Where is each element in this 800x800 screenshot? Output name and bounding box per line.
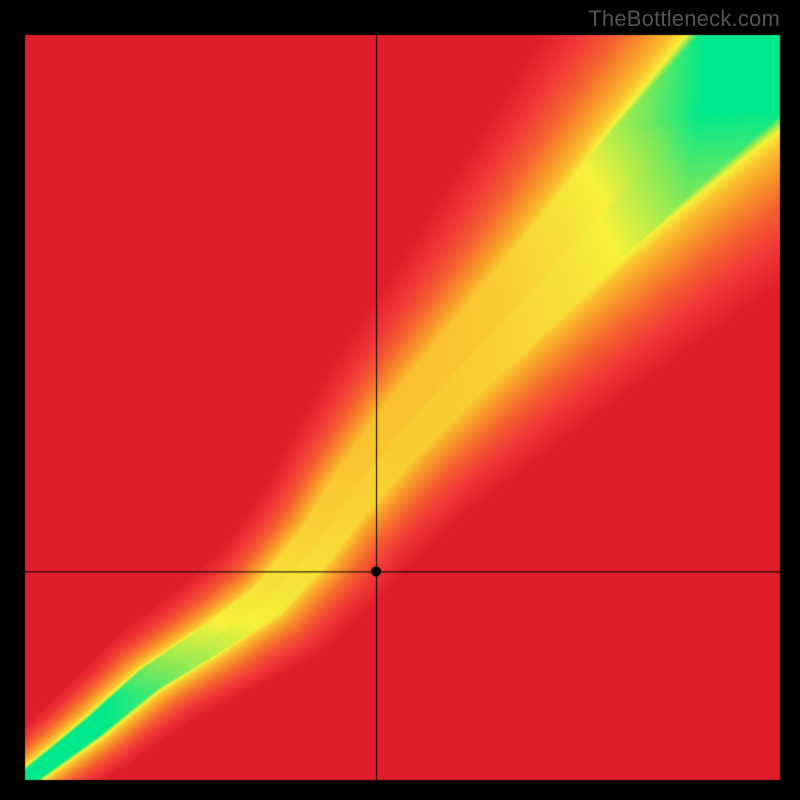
watermark-text: TheBottleneck.com — [588, 6, 780, 32]
chart-container: TheBottleneck.com — [0, 0, 800, 800]
heatmap-canvas — [0, 0, 800, 800]
